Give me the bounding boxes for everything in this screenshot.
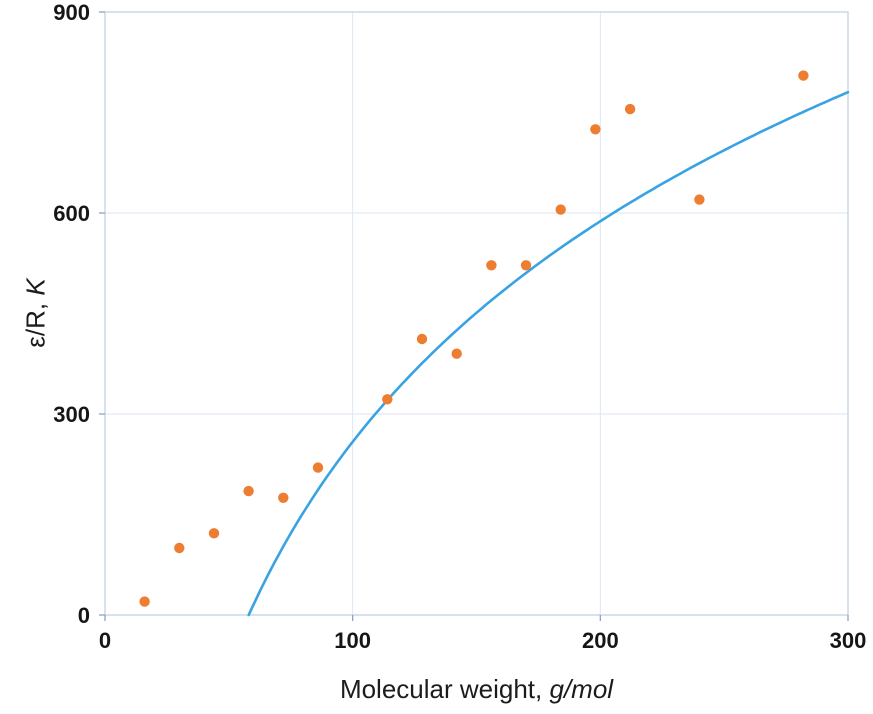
x-tick-label: 100	[334, 628, 371, 653]
data-point	[520, 260, 532, 271]
y-tick-label: 900	[53, 0, 90, 25]
data-point	[451, 348, 462, 359]
data-point	[416, 333, 428, 345]
fit-curve	[247, 90, 850, 617]
y-tick-label: 600	[53, 201, 90, 226]
data-point	[590, 124, 601, 135]
y-axis-title-text: ε/R,	[20, 295, 51, 348]
data-point	[555, 204, 566, 215]
plot-border	[104, 11, 849, 616]
data-point	[624, 103, 636, 115]
data-point	[694, 194, 705, 205]
x-axis-title: Molecular weight, g/mol	[105, 674, 848, 705]
data-point	[382, 394, 393, 405]
data-point	[174, 542, 185, 554]
data-point	[798, 70, 809, 81]
y-tick-label: 0	[78, 603, 90, 628]
data-point	[312, 462, 324, 473]
x-tick-label: 300	[830, 628, 867, 653]
data-point	[139, 596, 150, 607]
x-tick-label: 0	[99, 628, 111, 653]
data-point	[208, 528, 220, 539]
x-axis-title-unit: g/mol	[549, 674, 614, 704]
data-point	[278, 492, 289, 503]
x-tick-label: 200	[582, 628, 619, 653]
y-tick-label: 300	[53, 402, 90, 427]
y-axis-title: ε/R, K	[21, 278, 52, 347]
x-axis-title-text: Molecular weight,	[339, 674, 550, 704]
data-point	[486, 260, 497, 271]
data-point	[243, 485, 254, 497]
y-axis-title-unit: K	[20, 278, 51, 296]
